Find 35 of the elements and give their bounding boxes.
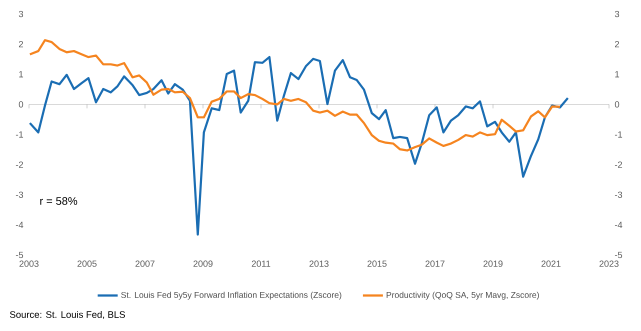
- x-tick-label: 2011: [252, 260, 270, 267]
- y2-tick-label: 1: [615, 71, 620, 78]
- y2-tick-label: -4: [614, 222, 622, 228]
- line-series: [28, 56, 569, 236]
- x-tick-label: 2003: [19, 260, 39, 267]
- y-tick-label: 1: [19, 71, 24, 78]
- y-tick-label: -2: [16, 161, 24, 168]
- annotation: r = 58%: [40, 197, 78, 205]
- x-tick-label: 2007: [135, 260, 155, 267]
- y-tick-label: 3: [18, 10, 24, 18]
- x-tick-label: 2023: [599, 260, 619, 267]
- y-tick-label: -5: [16, 252, 24, 258]
- line-series: [28, 39, 562, 152]
- y2-tick-label: 3: [614, 10, 620, 18]
- y2-tick-label: -3: [614, 192, 622, 198]
- y-tick-label: -1: [16, 131, 24, 138]
- x-tick-label: 2009: [193, 260, 213, 267]
- y2-tick-label: -1: [614, 131, 622, 138]
- y-tick-label: -4: [16, 222, 24, 228]
- x-tick-label: 2005: [77, 260, 97, 267]
- source-note: Source: St. Louis Fed, BLS: [10, 310, 125, 320]
- y-tick-label: 0: [18, 101, 24, 108]
- y2-tick-label: -2: [614, 161, 622, 168]
- y2-tick-label: 0: [614, 101, 620, 108]
- y2-tick-label: 2: [614, 40, 620, 48]
- legend-label: Productivity (QoQ SA, 5yr Mavg, Zscore): [386, 292, 539, 300]
- x-tick-label: 2017: [425, 260, 445, 267]
- y-tick-label: -3: [16, 192, 24, 198]
- x-tick-label: 2015: [367, 260, 387, 267]
- x-tick-label: 2019: [483, 260, 503, 267]
- x-tick-label: 2013: [309, 260, 329, 267]
- y2-tick-label: -5: [614, 252, 622, 258]
- y-tick-label: 2: [18, 40, 24, 48]
- x-tick-label: 2021: [541, 260, 561, 267]
- legend-label: St. Louis Fed 5y5y Forward Inflation Expectations (Zscore): [121, 292, 342, 300]
